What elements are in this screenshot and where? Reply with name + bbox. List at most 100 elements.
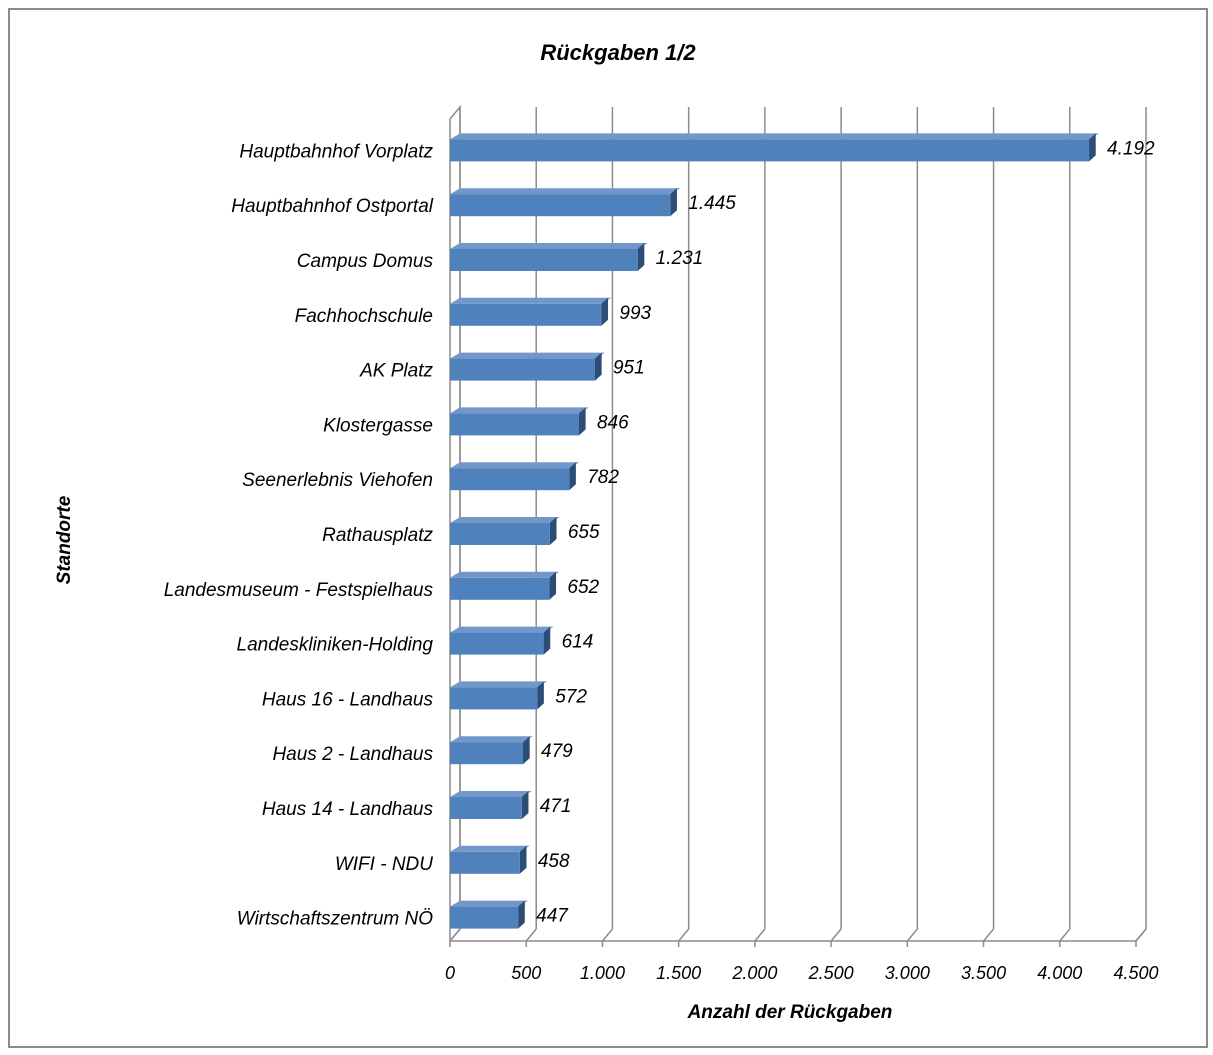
x-tick-label: 0 xyxy=(445,963,455,983)
bar-top-face xyxy=(450,188,681,195)
x-tick-label: 4.000 xyxy=(1037,963,1082,983)
category-label: Fachhochschule xyxy=(295,306,433,327)
category-label: Wirtschaftszentrum NÖ xyxy=(237,909,433,930)
data-label: 951 xyxy=(613,358,645,379)
floor-diagonal xyxy=(449,928,461,942)
data-label: 447 xyxy=(536,906,569,927)
bar-side-face xyxy=(578,407,586,436)
x-tick-label: 3.000 xyxy=(885,963,930,983)
bar-top-face xyxy=(450,297,612,304)
bar-side-face xyxy=(519,845,527,874)
category-label: Haus 2 - Landhaus xyxy=(272,744,433,765)
bar-side-face xyxy=(549,571,557,600)
bar-front-face xyxy=(450,523,550,545)
category-label: Klostergasse xyxy=(323,415,433,436)
y-axis-title: Standorte xyxy=(54,495,75,584)
data-label: 993 xyxy=(619,303,651,324)
data-label: 1.231 xyxy=(656,248,704,269)
bar xyxy=(450,243,648,271)
bar-front-face xyxy=(450,577,550,600)
category-label: Hauptbahnhof Vorplatz xyxy=(239,141,433,162)
data-label: 655 xyxy=(568,522,600,543)
bar-top-face xyxy=(450,626,554,633)
bar-side-face xyxy=(521,791,529,819)
x-tick-label: 2.500 xyxy=(808,963,854,983)
x-tick-label: 1.000 xyxy=(580,963,625,983)
bar-top-face xyxy=(450,243,648,249)
bar-side-face xyxy=(594,352,602,381)
bar-front-face xyxy=(450,249,638,271)
bar-top-face xyxy=(450,407,589,414)
floor-diagonal xyxy=(1059,928,1071,942)
bar-top-face xyxy=(450,791,532,797)
category-label: WIFI - NDU xyxy=(335,854,433,875)
bar xyxy=(450,626,554,655)
bar xyxy=(450,900,529,929)
bar xyxy=(450,736,534,765)
category-label: Haus 14 - Landhaus xyxy=(262,799,434,820)
bar-top-face xyxy=(450,736,534,743)
bar-front-face xyxy=(450,139,1090,162)
bar-top-face xyxy=(450,571,560,578)
category-labels: Hauptbahnhof Vorplatz Hauptbahnhof Ostpor… xyxy=(164,141,434,929)
bar-side-face xyxy=(549,517,557,545)
floor-diagonal xyxy=(906,928,918,942)
category-label: AK Platz xyxy=(359,361,433,382)
bar-side-face xyxy=(523,736,530,765)
bar-front-face xyxy=(450,468,570,491)
data-label: 652 xyxy=(567,577,599,598)
floor-diagonal xyxy=(525,928,537,942)
bar xyxy=(450,571,560,600)
x-tick-label: 1.500 xyxy=(656,963,701,983)
floor-diagonal xyxy=(1135,928,1147,942)
category-label: Campus Domus xyxy=(297,251,434,272)
bar-top-face xyxy=(450,681,548,688)
bar xyxy=(450,188,681,217)
bar-top-face xyxy=(450,517,560,523)
bar-front-face xyxy=(450,303,602,326)
data-label: 1.445 xyxy=(688,193,736,214)
bar-top-face xyxy=(450,845,530,852)
bar-top-face xyxy=(450,352,605,359)
floor-diagonal xyxy=(830,928,842,942)
bar-front-face xyxy=(450,194,671,217)
bar-side-face xyxy=(637,243,645,271)
category-label: Landesmuseum - Festspielhaus xyxy=(164,580,434,601)
category-label: Haus 16 - Landhaus xyxy=(262,689,434,710)
data-label: 458 xyxy=(538,851,570,872)
bar-front-face xyxy=(450,358,595,381)
x-tick-labels: 0 500 1.000 1.500 2.000 2.500 3.000 3.500 4.000 4… xyxy=(445,963,1159,983)
bars xyxy=(450,133,1100,929)
chart-title: Rückgaben 1/2 xyxy=(540,40,696,65)
bar xyxy=(450,681,548,710)
bar-side-face xyxy=(601,297,609,326)
data-label: 782 xyxy=(587,467,619,488)
bar-front-face xyxy=(450,413,579,436)
chart-frame: Rückgaben 1/2 Hauptbahnhof Vorplatz Haupt… xyxy=(8,8,1208,1048)
bar-top-face xyxy=(450,133,1100,140)
category-label: Hauptbahnhof Ostportal xyxy=(231,196,434,217)
bar xyxy=(450,791,532,819)
bar-side-face xyxy=(1089,133,1096,162)
floor xyxy=(450,928,1147,942)
data-label: 614 xyxy=(562,632,594,653)
bar xyxy=(450,845,530,874)
bar-front-face xyxy=(450,687,538,710)
floor-diagonal xyxy=(982,928,995,942)
category-label: Seenerlebnis Viehofen xyxy=(242,470,433,491)
x-tick-label: 3.500 xyxy=(961,963,1006,983)
floor-diagonal xyxy=(754,928,766,942)
category-label: Rathausplatz xyxy=(322,525,433,546)
data-label: 4.192 xyxy=(1107,138,1155,159)
bar xyxy=(450,297,612,326)
bar xyxy=(450,407,589,436)
data-label: 479 xyxy=(541,741,573,762)
data-label: 471 xyxy=(540,796,572,817)
bar-chart: Rückgaben 1/2 Hauptbahnhof VorplatzHaupt… xyxy=(54,40,1159,1023)
bar-side-face xyxy=(543,626,551,655)
bar-side-face xyxy=(569,462,576,491)
bar-front-face xyxy=(450,797,522,819)
x-tick-label: 4.500 xyxy=(1113,963,1158,983)
x-tick-label: 500 xyxy=(511,963,541,983)
bar-side-face xyxy=(518,900,525,929)
